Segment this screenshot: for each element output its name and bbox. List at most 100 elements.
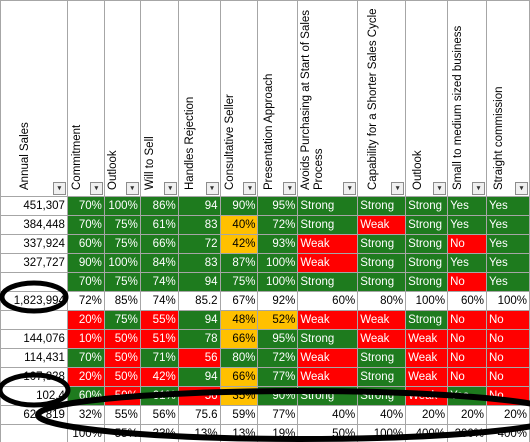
table-cell[interactable]: 75.6: [177, 405, 221, 425]
table-cell[interactable]: No: [447, 367, 487, 387]
table-cell[interactable]: 75%: [103, 272, 141, 292]
table-cell[interactable]: 95%: [257, 196, 299, 216]
table-cell[interactable]: 50%: [103, 367, 141, 387]
table-cell[interactable]: Weak: [357, 310, 407, 330]
table-cell[interactable]: 100%: [357, 424, 407, 442]
table-cell[interactable]: 51%: [139, 329, 179, 349]
table-cell[interactable]: Strong: [297, 196, 359, 216]
table-cell[interactable]: Strong: [405, 272, 449, 292]
filter-dropdown-icon[interactable]: ▾: [472, 182, 485, 195]
table-cell[interactable]: 144,076: [0, 329, 68, 349]
table-cell[interactable]: 20%: [405, 405, 449, 425]
table-cell[interactable]: 70%: [66, 215, 105, 235]
table-cell[interactable]: 40%: [297, 405, 359, 425]
table-cell[interactable]: 35%: [219, 386, 259, 406]
table-cell[interactable]: 72%: [66, 291, 105, 311]
table-cell[interactable]: Strong: [405, 196, 449, 216]
table-cell[interactable]: 20%: [66, 367, 105, 387]
table-cell[interactable]: Weak: [405, 386, 449, 406]
table-cell[interactable]: 400%: [405, 424, 449, 442]
table-cell[interactable]: 20%: [447, 405, 487, 425]
filter-dropdown-icon[interactable]: ▾: [433, 182, 447, 195]
table-cell[interactable]: 100%: [66, 424, 105, 442]
table-cell[interactable]: 55%: [139, 310, 179, 330]
table-cell[interactable]: 70%: [66, 196, 105, 216]
table-cell[interactable]: Weak: [405, 348, 449, 368]
table-cell[interactable]: Strong: [357, 196, 407, 216]
table-cell[interactable]: 20%: [66, 310, 105, 330]
table-cell[interactable]: Strong: [405, 310, 449, 330]
table-cell[interactable]: 84%: [139, 253, 179, 273]
table-cell[interactable]: 74%: [139, 291, 179, 311]
table-cell[interactable]: 100%: [486, 291, 530, 311]
table-cell[interactable]: Strong: [297, 215, 359, 235]
table-cell[interactable]: No: [447, 272, 487, 292]
filter-dropdown-icon[interactable]: ▾: [243, 182, 257, 195]
table-cell[interactable]: 60%: [297, 291, 359, 311]
table-cell[interactable]: Weak: [297, 234, 359, 254]
table-cell[interactable]: 1,823,994: [0, 291, 68, 311]
table-cell[interactable]: 66%: [139, 234, 179, 254]
table-cell[interactable]: 66%: [219, 367, 259, 387]
table-cell[interactable]: Strong: [357, 348, 407, 368]
table-cell[interactable]: Strong: [405, 253, 449, 273]
table-cell[interactable]: 337,924: [0, 234, 68, 254]
filter-dropdown-icon[interactable]: ▾: [515, 182, 528, 195]
table-cell[interactable]: 70%: [66, 272, 105, 292]
table-cell[interactable]: No: [486, 329, 530, 349]
table-cell[interactable]: 90%: [257, 386, 299, 406]
table-cell[interactable]: 85%: [103, 291, 141, 311]
table-cell[interactable]: Weak: [405, 329, 449, 349]
table-cell[interactable]: 100%: [257, 272, 299, 292]
table-cell[interactable]: 80%: [219, 348, 259, 368]
table-cell[interactable]: 13%: [219, 424, 259, 442]
table-cell[interactable]: Yes: [486, 253, 530, 273]
table-cell[interactable]: Weak: [357, 329, 407, 349]
table-cell[interactable]: No: [486, 348, 530, 368]
table-cell[interactable]: 94: [177, 310, 221, 330]
table-cell[interactable]: 55%: [103, 424, 141, 442]
table-cell[interactable]: 50%: [297, 424, 359, 442]
table-cell[interactable]: Strong: [297, 329, 359, 349]
table-cell[interactable]: 327,727: [0, 253, 68, 273]
table-cell[interactable]: 60%: [447, 291, 487, 311]
table-cell[interactable]: 52%: [257, 310, 299, 330]
table-cell[interactable]: 94: [177, 196, 221, 216]
table-cell[interactable]: 13%: [177, 424, 221, 442]
table-cell[interactable]: No: [447, 234, 487, 254]
table-cell[interactable]: 59%: [219, 405, 259, 425]
table-cell[interactable]: 67%: [219, 291, 259, 311]
table-cell[interactable]: Strong: [357, 253, 407, 273]
table-cell[interactable]: Strong: [297, 272, 359, 292]
table-cell[interactable]: Yes: [486, 272, 530, 292]
table-cell[interactable]: 72: [177, 234, 221, 254]
table-cell[interactable]: 74%: [139, 272, 179, 292]
table-cell[interactable]: 75%: [103, 310, 141, 330]
table-cell[interactable]: 66%: [219, 329, 259, 349]
table-cell[interactable]: Weak: [297, 348, 359, 368]
table-cell[interactable]: 33%: [139, 424, 179, 442]
table-cell[interactable]: 56%: [139, 405, 179, 425]
table-cell[interactable]: Weak: [297, 310, 359, 330]
table-cell[interactable]: Yes: [447, 386, 487, 406]
table-cell[interactable]: Yes: [447, 196, 487, 216]
table-cell[interactable]: Yes: [447, 253, 487, 273]
table-cell[interactable]: 100%: [257, 253, 299, 273]
table-cell[interactable]: 90%: [66, 253, 105, 273]
table-cell[interactable]: Weak: [297, 367, 359, 387]
table-cell[interactable]: Strong: [297, 386, 359, 406]
table-cell[interactable]: 60%: [66, 234, 105, 254]
table-cell[interactable]: 48%: [219, 310, 259, 330]
table-cell[interactable]: 72%: [257, 348, 299, 368]
table-cell[interactable]: [0, 272, 68, 292]
table-cell[interactable]: No: [447, 329, 487, 349]
table-cell[interactable]: Weak: [357, 215, 407, 235]
table-cell[interactable]: 80%: [357, 291, 407, 311]
table-cell[interactable]: 92%: [257, 291, 299, 311]
table-cell[interactable]: 384,448: [0, 215, 68, 235]
filter-dropdown-icon[interactable]: ▾: [283, 182, 297, 195]
filter-dropdown-icon[interactable]: ▾: [343, 182, 357, 195]
table-cell[interactable]: [0, 310, 68, 330]
table-cell[interactable]: 94: [177, 367, 221, 387]
table-cell[interactable]: 20%: [486, 405, 530, 425]
